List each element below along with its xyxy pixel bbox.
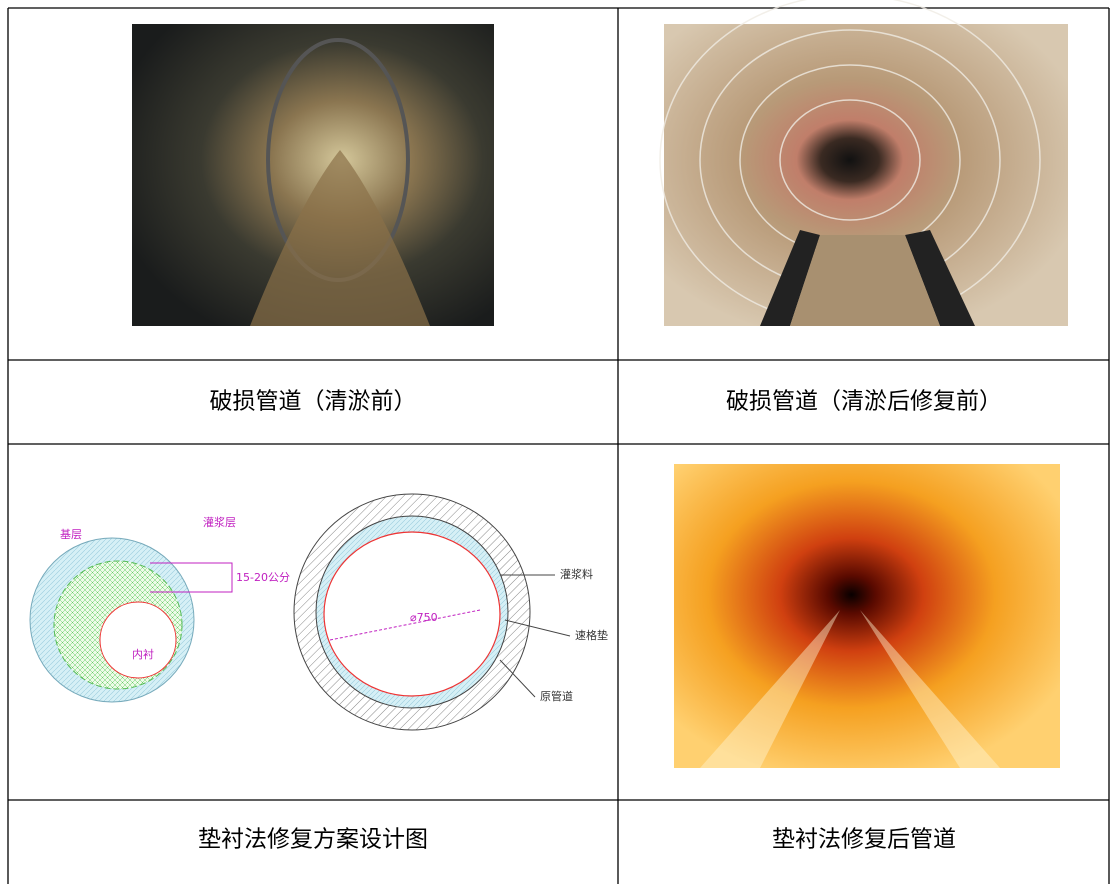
caption: 垫衬法修复后管道 bbox=[772, 827, 956, 853]
label: 原管道 bbox=[540, 689, 573, 703]
label: 灌浆层 bbox=[203, 515, 236, 529]
caption: 破损管道（清淤前） bbox=[210, 389, 417, 415]
photo-before-cleaning bbox=[132, 24, 494, 326]
design-diagram: 基层 灌浆层 15-20公分 内衬 ⌀750 灌浆料 速格垫 原管道 bbox=[29, 493, 608, 731]
label: 15-20公分 bbox=[236, 571, 290, 584]
caption: 垫衬法修复方案设计图 bbox=[198, 827, 428, 853]
label: 速格垫 bbox=[575, 628, 608, 642]
label: 基层 bbox=[60, 528, 82, 541]
label: 内衬 bbox=[132, 647, 154, 661]
photo-after-cleaning bbox=[659, 0, 1068, 326]
label: ⌀750 bbox=[410, 611, 438, 624]
table-lines bbox=[7, 7, 1110, 884]
caption: 破损管道（清淤后修复前） bbox=[726, 389, 1002, 415]
label: 灌浆料 bbox=[560, 567, 593, 581]
photo-after-repair bbox=[674, 464, 1060, 768]
